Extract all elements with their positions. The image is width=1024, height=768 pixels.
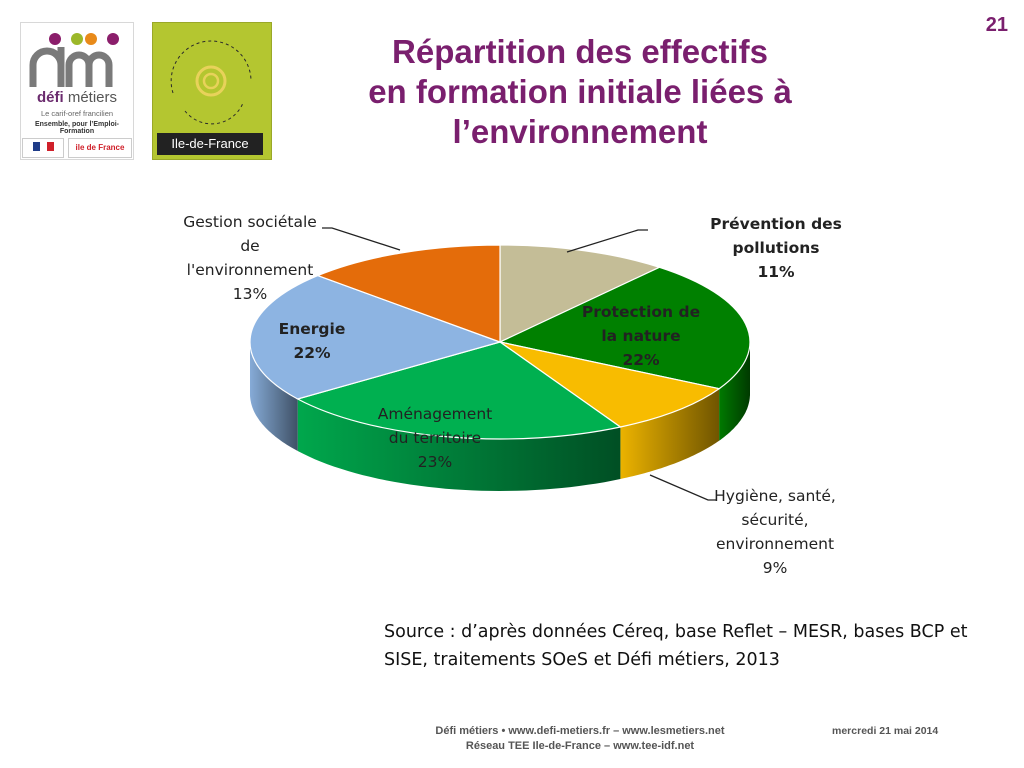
slice-percent: 11% [757, 263, 795, 281]
slice-label: Hygiène, santé, sécurité, environnement 9% [700, 484, 850, 580]
slice-label-line: Protection de [581, 303, 701, 321]
slide-number: 21 [985, 14, 1008, 36]
slice-label-line: Aménagement [377, 405, 493, 423]
french-flag-icon [33, 142, 54, 151]
slice-label-line: sécurité, [741, 511, 809, 529]
source-note: Source : d’après données Céreq, base Ref… [384, 622, 968, 670]
defi-metiers-tagline-2: Ensemble, pour l’Emploi-Formation [34, 121, 119, 135]
slice-label-line: du territoire [388, 429, 482, 447]
pie-side-4 [250, 342, 298, 451]
pie-slice [499, 244, 662, 343]
pie-slice [249, 274, 502, 400]
leader-line [566, 229, 648, 253]
pie-slice [296, 341, 622, 440]
republique-francaise-logo [22, 138, 64, 158]
slice-label-line: Gestion sociétale [183, 213, 317, 231]
slice-label-line: l'environnement [186, 261, 314, 279]
defi-metiers-name: défi métiers [36, 89, 117, 106]
slice-label-line: Energie [278, 320, 346, 338]
tee-logo: Ile-de-France [152, 22, 272, 160]
tee-spiral-icon [170, 40, 252, 125]
slice-label-line: Prévention des [710, 215, 842, 233]
footer: Défi métiers • www.defi-metiers.fr – www… [380, 724, 780, 754]
title-line: en formation initiale liées à [368, 73, 792, 110]
pie-slice [316, 244, 501, 343]
slice-percent: 13% [232, 285, 268, 303]
footer-line-1: Défi métiers • www.defi-metiers.fr – www… [435, 725, 725, 737]
pie-side-3 [297, 399, 621, 491]
defi-metiers-logo: défi métiers Le carif-oref francilien En… [20, 22, 134, 160]
slice-label-line: de [240, 237, 260, 255]
slice-label-line: environnement [715, 535, 835, 553]
slide-title: Répartition des effectifs en formation i… [290, 32, 870, 152]
pie-slice [498, 266, 751, 390]
slice-label: Aménagement du territoire 23% [365, 402, 505, 474]
pie-top [249, 244, 751, 440]
pie-slice [499, 341, 721, 428]
slice-label-line: Hygiène, santé, [714, 487, 836, 505]
slice-label-line: pollutions [732, 239, 820, 257]
leader-line [649, 474, 716, 501]
defi-metiers-mark-icon [29, 33, 119, 87]
slice-percent: 9% [762, 559, 788, 577]
slice-label: Gestion sociétale de l'environnement 13% [170, 210, 330, 306]
ile-de-france-logo: ile de France [68, 138, 132, 158]
slice-percent: 22% [622, 351, 660, 369]
tee-banner: Ile-de-France [157, 133, 263, 155]
title-line: l’environnement [452, 113, 708, 150]
pie-side-2 [620, 388, 720, 479]
slice-label: Energie 22% [257, 317, 367, 365]
slice-label: Prévention des pollutions 11% [706, 212, 846, 284]
footer-line-2: Réseau TEE Ile-de-France – www.tee-idf.n… [465, 740, 695, 752]
slice-label: Protection de la nature 22% [576, 300, 706, 372]
title-line: Répartition des effectifs [392, 33, 768, 70]
defi-metiers-tagline: Le carif-oref francilien [40, 109, 114, 118]
footer-date: mercredi 21 mai 2014 [832, 725, 939, 737]
slice-label-line: la nature [601, 327, 681, 345]
leader-line [322, 227, 401, 251]
slice-percent: 22% [293, 344, 331, 362]
slice-percent: 23% [417, 453, 453, 471]
